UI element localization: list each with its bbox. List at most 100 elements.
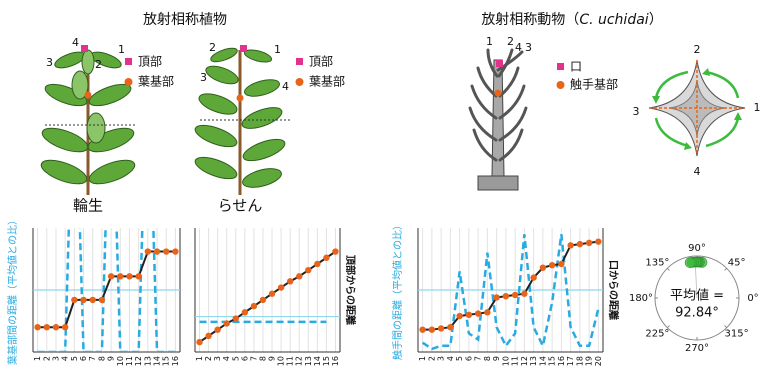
x-tick-label: 13 [529,356,538,366]
x-tick-label: 6 [79,356,88,361]
x-tick-label: 7 [249,356,258,361]
leaf-number: 4 [72,36,79,49]
data-point [250,302,258,310]
legend-label: 葉基部 [309,75,345,89]
data-point [286,278,294,285]
data-point [205,332,212,340]
data-point [419,326,426,333]
data-point [447,324,454,331]
data-point [314,260,321,268]
caption: らせん [218,197,263,215]
data-point [259,296,267,304]
animal-title: 放射相称動物（C. uchidai） [481,12,662,28]
animal-title-main: 放射相称動物（ [481,12,579,28]
x-tick-label: 16 [557,356,566,366]
x-tick-label: 3 [213,356,222,361]
x-tick-label: 5 [231,356,240,361]
data-point [89,296,96,304]
symmetry-diagram [648,59,746,157]
mean-annotation: 平均値 = [670,288,724,304]
y2-axis-label: 口からの距離 [607,260,620,320]
y-axis-label: 葉基部間の距離（平均値との比） [6,215,19,365]
data-point [232,315,239,322]
data-point [456,312,463,320]
x-tick-label: 16 [171,356,180,366]
angle-label: 225° [645,328,669,339]
legend-label: 触手基部 [570,78,618,92]
data-point [567,242,574,249]
tentacle-number: 4 [515,41,522,54]
data-point [511,291,519,299]
x-tick-label: 14 [538,356,547,366]
x-tick-label: 11 [125,356,134,366]
data-point [80,296,87,304]
leaf-number: 1 [274,43,281,56]
y-axis-label: 触手間の距離（平均値との比） [391,220,404,360]
legend-marker [296,58,303,65]
data-point [153,248,161,255]
tentacle-number: 1 [486,35,493,48]
x-tick-label: 6 [240,356,249,361]
x-tick-label: 9 [107,356,116,361]
leaf-number: 3 [46,56,53,69]
angle-tick [666,267,670,271]
angle-tick [666,325,670,329]
arm-number: 3 [633,105,640,118]
legend-marker [295,78,304,86]
x-tick-label: 6 [464,356,473,361]
data-point [43,324,50,331]
x-tick-label: 15 [548,356,557,366]
data-point [548,262,556,269]
x-tick-label: 16 [331,356,340,366]
series-line [37,250,176,329]
data-point [107,273,115,280]
leaf-number: 2 [209,41,216,54]
x-tick-label: 7 [88,356,97,361]
angle-label: 90° [688,243,706,254]
data-point [223,320,230,327]
angle-point [684,257,696,268]
legend-label: 葉基部 [138,75,174,89]
data-point [484,309,491,316]
y2-axis-label: 頂部からの距離 [344,255,357,325]
data-point [117,273,124,280]
x-tick-label: 19 [585,356,594,366]
data-point [576,240,584,248]
x-tick-label: 9 [492,356,501,361]
data-point [144,248,152,255]
data-point [268,290,276,297]
x-tick-label: 13 [304,356,313,366]
arm-number: 4 [694,165,701,178]
arm-number: 2 [694,43,701,56]
leaf-number: 2 [95,58,102,71]
angle-label: 0° [747,293,758,304]
legend-marker [556,81,565,89]
data-point [595,238,602,245]
series-line [421,234,600,351]
tentacle-number: 2 [507,35,514,48]
data-point [521,290,528,297]
x-tick-label: 5 [455,356,464,361]
data-point [135,273,142,280]
line-chart: 1 2 3 4 5 6 7 8 9 10 11 12 13 14 15 16 17 18 19 20触手間の距離（平均… [391,220,620,366]
data-point [502,293,510,300]
animal-title-end: ） [649,12,663,28]
plant-title: 放射相称植物 [143,11,227,28]
x-tick-label: 10 [116,356,125,366]
series-line [198,250,337,343]
legend-marker [125,58,132,65]
angle-label: 180° [629,293,653,304]
x-tick-label: 7 [474,356,483,361]
x-tick-label: 14 [153,356,162,366]
x-tick-label: 12 [520,356,529,366]
x-tick-label: 13 [143,356,152,366]
spiral-plant [194,45,290,195]
data-point [332,248,339,255]
legend-label: 頂部 [138,55,162,69]
data-point [196,338,203,346]
x-tick-label: 12 [134,356,143,366]
x-tick-label: 4 [61,356,70,361]
tentacle-number: 3 [525,41,532,54]
